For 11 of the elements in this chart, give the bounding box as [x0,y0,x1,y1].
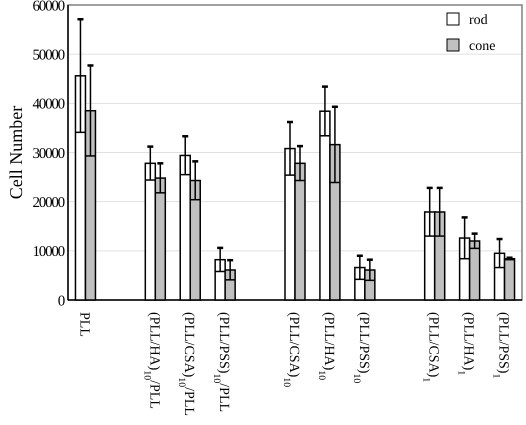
legend-label: rod [469,12,488,28]
y-tick-label: 60000 [32,0,65,14]
y-tick-label: 10000 [32,244,65,260]
y-tick-label: 0 [58,293,65,310]
legend-label: cone [469,38,496,54]
y-tick-label: 50000 [32,47,65,64]
x-tick-label: PLL [76,312,92,337]
y-tick-label: 30000 [32,146,65,162]
y-tick-label: 40000 [32,96,65,113]
y-tick-label: 20000 [32,194,65,211]
y-axis-title: Cell Number [6,106,26,200]
